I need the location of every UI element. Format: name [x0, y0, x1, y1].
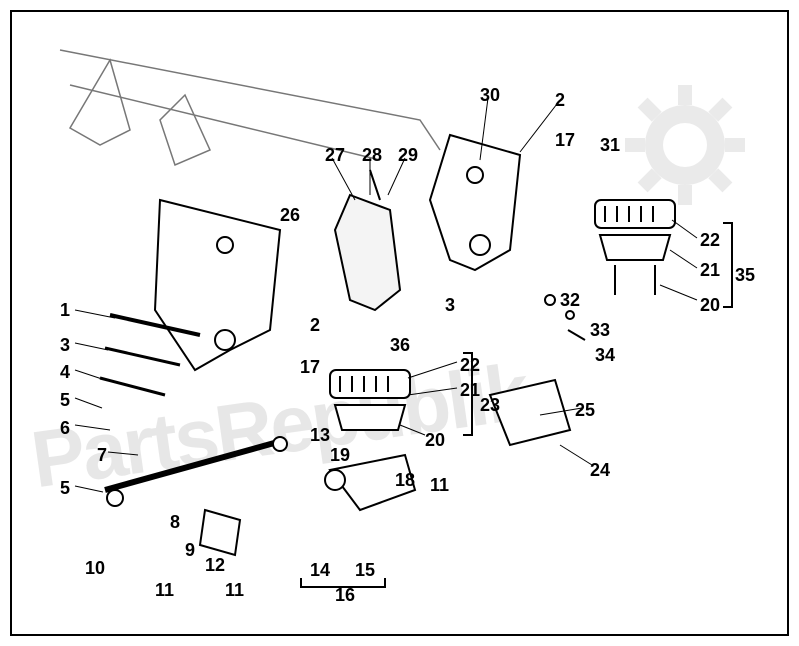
bracket-16 — [300, 578, 386, 588]
callout-5b: 5 — [60, 478, 70, 499]
callout-17b: 17 — [555, 130, 575, 151]
callout-19: 19 — [330, 445, 350, 466]
callout-2a: 2 — [310, 315, 320, 336]
callout-33: 33 — [590, 320, 610, 341]
callout-32: 32 — [560, 290, 580, 311]
callout-29: 29 — [398, 145, 418, 166]
callout-23: 23 — [480, 395, 500, 416]
callout-17a: 17 — [300, 357, 320, 378]
callout-21b: 21 — [700, 260, 720, 281]
callout-3b: 3 — [445, 295, 455, 316]
callout-11b: 11 — [225, 580, 244, 601]
callout-26: 26 — [280, 205, 300, 226]
callout-12: 12 — [205, 555, 225, 576]
callout-16: 16 — [335, 585, 355, 606]
callout-11a: 11 — [155, 580, 174, 601]
bracket-23 — [463, 352, 473, 436]
callout-25: 25 — [575, 400, 595, 421]
callout-13: 13 — [310, 425, 330, 446]
callout-3a: 3 — [60, 335, 70, 356]
callout-4: 4 — [60, 362, 70, 383]
callout-6: 6 — [60, 418, 70, 439]
callout-5a: 5 — [60, 390, 70, 411]
callout-30: 30 — [480, 85, 500, 106]
callout-27: 27 — [325, 145, 345, 166]
callout-11c: 11 — [430, 475, 449, 496]
callout-18: 18 — [395, 470, 415, 491]
callout-24: 24 — [590, 460, 610, 481]
callout-9: 9 — [185, 540, 195, 561]
mechanical-drawing — [0, 0, 799, 646]
callout-10: 10 — [85, 558, 105, 579]
callout-8: 8 — [170, 512, 180, 533]
callout-22b: 22 — [700, 230, 720, 251]
callout-34: 34 — [595, 345, 615, 366]
callout-31: 31 — [600, 135, 620, 156]
bracket-35 — [723, 222, 733, 308]
diagram-canvas: PartsRepublik — [0, 0, 799, 646]
callout-35: 35 — [735, 265, 755, 286]
callout-28: 28 — [362, 145, 382, 166]
callout-1: 1 — [60, 300, 70, 321]
callout-20a: 20 — [425, 430, 445, 451]
callout-2b: 2 — [555, 90, 565, 111]
callout-7: 7 — [97, 445, 107, 466]
callout-20b: 20 — [700, 295, 720, 316]
callout-36: 36 — [390, 335, 410, 356]
